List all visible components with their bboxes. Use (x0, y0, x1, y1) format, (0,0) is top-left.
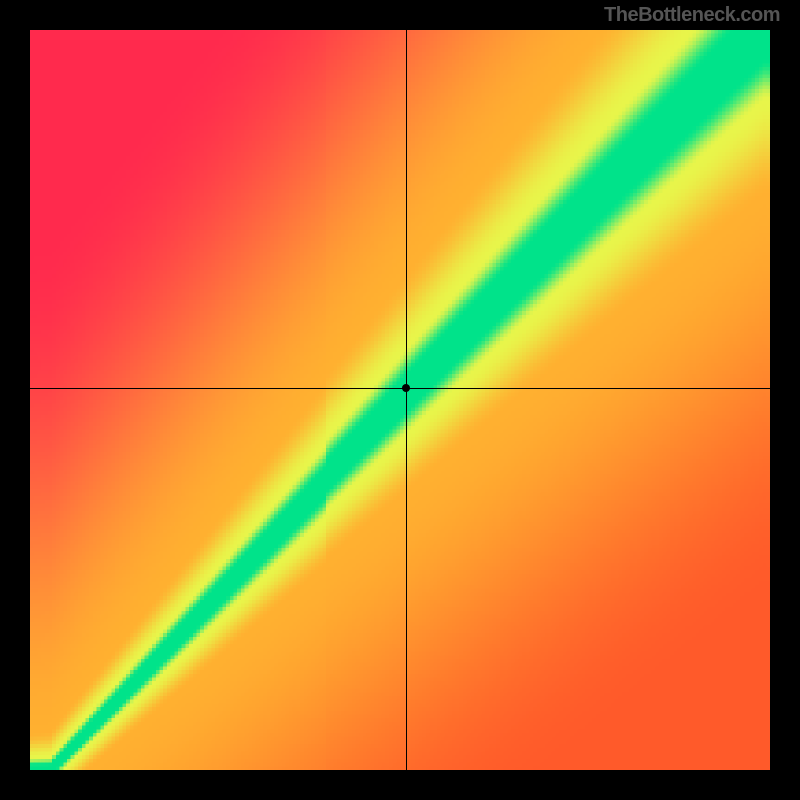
heatmap-plot (30, 30, 770, 770)
watermark-text: TheBottleneck.com (604, 4, 780, 27)
crosshair-horizontal (30, 388, 770, 389)
data-point (402, 384, 410, 392)
heatmap-canvas (30, 30, 770, 770)
crosshair-vertical (406, 30, 407, 770)
chart-container: TheBottleneck.com (0, 0, 800, 800)
